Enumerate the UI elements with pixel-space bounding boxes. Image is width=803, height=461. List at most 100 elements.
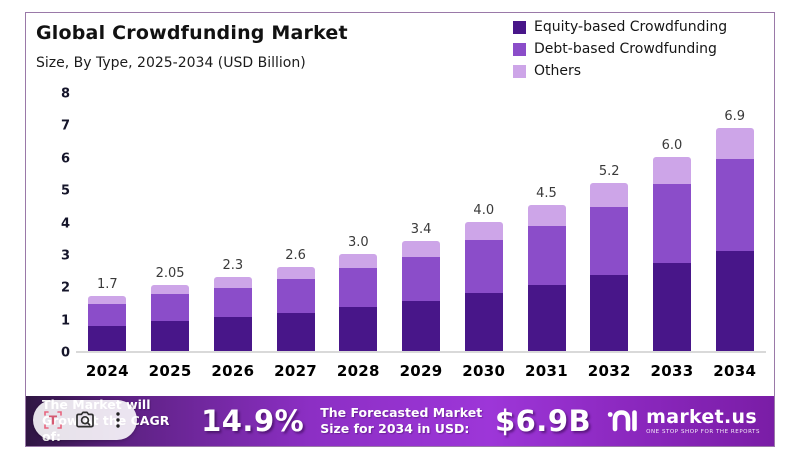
legend-swatch-debt — [513, 42, 526, 56]
bar-total-label: 1.7 — [97, 276, 118, 292]
stacked-bar-2025 — [151, 284, 190, 351]
bar-segment — [88, 295, 127, 305]
bar-total-label: 3.4 — [410, 221, 432, 237]
x-axis-tick: 2024 — [85, 362, 129, 380]
bar-segment — [402, 240, 441, 258]
bar-segment — [88, 304, 127, 326]
bar-total-label: 3.0 — [347, 234, 369, 250]
bar-segment — [339, 307, 378, 351]
bar-segment — [652, 262, 691, 351]
bar-segment — [464, 240, 503, 293]
x-axis-tick: 2034 — [713, 362, 757, 380]
bar-segment — [276, 266, 315, 280]
brand-name: market.us — [646, 405, 757, 428]
bar-total-label: 2.3 — [222, 257, 244, 273]
legend-label: Equity-based Crowdfunding — [534, 19, 728, 35]
bar-group-2034: 6.9 — [703, 94, 766, 351]
bar-group-2030: 4.0 — [452, 94, 515, 351]
stacked-bar-2032 — [590, 182, 629, 351]
bar-segment — [88, 325, 127, 351]
stacked-bar-2034 — [715, 127, 754, 351]
brand-tagline: ONE STOP SHOP FOR THE REPORTS — [646, 428, 760, 435]
bar-group-2027: 2.6 — [264, 94, 327, 351]
brand-text: market.us ONE STOP SHOP FOR THE REPORTS — [646, 405, 760, 435]
x-axis-tick: 2025 — [148, 362, 192, 380]
brand-logo: market.us ONE STOP SHOP FOR THE REPORTS — [607, 405, 760, 437]
chart-card: Global Crowdfunding Market Size, By Type… — [25, 12, 775, 447]
bar-total-label: 6.9 — [724, 108, 746, 124]
chart-title: Global Crowdfunding Market — [36, 22, 348, 44]
y-axis-tick: 8 — [60, 86, 70, 102]
x-axis-tick: 2027 — [274, 362, 318, 380]
stacked-bar-2028 — [339, 253, 378, 351]
y-axis-tick: 1 — [60, 313, 70, 329]
y-axis-tick: 3 — [60, 248, 70, 264]
bar-segment — [527, 284, 566, 351]
bar-group-2024: 1.7 — [76, 94, 139, 351]
bar-segment — [213, 317, 252, 351]
y-axis-tick: 4 — [60, 216, 70, 231]
x-axis-tick: 2029 — [399, 362, 443, 380]
bar-group-2028: 3.0 — [327, 94, 390, 351]
x-axis-tick: 2026 — [211, 362, 255, 380]
stacked-bar-2030 — [464, 221, 503, 351]
x-axis-tick: 2030 — [462, 362, 506, 380]
bar-total-label: 4.5 — [536, 186, 557, 202]
bar-segment — [402, 300, 441, 351]
bar-segment — [339, 253, 378, 269]
x-axis-tick: 2028 — [336, 362, 380, 380]
bar-segment — [715, 127, 754, 160]
stacked-bar-2031 — [527, 205, 566, 351]
image-overlay-toolbar[interactable]: T — [33, 400, 137, 440]
legend-item-equity: Equity-based Crowdfunding — [513, 19, 727, 35]
forecast-value: $6.9B — [494, 404, 592, 438]
y-axis-tick: 0 — [60, 345, 70, 361]
bar-segment — [590, 182, 629, 207]
bar-segment — [213, 276, 252, 288]
stacked-bar-2026 — [213, 276, 252, 351]
y-axis-tick: 5 — [60, 183, 70, 199]
legend-label: Debt-based Crowdfunding — [534, 41, 717, 57]
bar-total-label: 4.0 — [473, 202, 495, 218]
bar-segment — [652, 183, 691, 263]
bar-segment — [151, 284, 190, 295]
legend-label: Others — [534, 63, 582, 79]
more-options-icon[interactable] — [105, 407, 131, 433]
bar-segment — [464, 221, 503, 241]
x-axis-tick: 2032 — [587, 362, 631, 380]
x-axis-tick: 2033 — [650, 362, 694, 380]
y-axis-tick: 6 — [60, 151, 70, 167]
bar-segment — [213, 287, 252, 318]
cagr-value: 14.9% — [201, 404, 305, 438]
camera-search-icon[interactable] — [72, 407, 98, 433]
y-axis-tick: 7 — [60, 118, 70, 134]
stacked-bar-2029 — [402, 240, 441, 351]
bar-segment — [464, 292, 503, 351]
stacked-bar-2024 — [88, 295, 127, 351]
footer-banner: The Market will Grow At the CAGR of: 14.… — [26, 396, 774, 446]
chart-subtitle: Size, By Type, 2025-2034 (USD Billion) — [36, 55, 306, 71]
svg-text:T: T — [48, 414, 57, 428]
plot-area: 1.7 2.05 2.3 2.6 3.0 3.4 4.0 4.5 5.2 6.0 6.9 — [76, 94, 766, 353]
bar-segment — [151, 294, 190, 322]
text-select-icon[interactable]: T — [40, 407, 66, 433]
bar-segment — [590, 206, 629, 275]
forecast-label: The Forecasted Market Size for 2034 in U… — [320, 404, 483, 436]
marketus-logo-icon — [607, 405, 639, 437]
stacked-bar-2033 — [652, 156, 691, 351]
legend-item-others: Others — [513, 63, 727, 79]
bar-segment — [527, 226, 566, 285]
bar-total-label: 6.0 — [661, 137, 683, 153]
bar-segment — [339, 268, 378, 308]
bar-group-2033: 6.0 — [641, 94, 704, 351]
x-axis: 2024 2025 2026 2027 2028 2029 2030 2031 2032 2033… — [76, 362, 766, 380]
bar-group-2025: 2.05 — [139, 94, 202, 351]
legend-swatch-equity — [513, 20, 526, 34]
bar-segment — [402, 257, 441, 301]
x-axis-tick: 2031 — [525, 362, 568, 380]
legend-item-debt: Debt-based Crowdfunding — [513, 41, 727, 57]
bar-group-2032: 5.2 — [578, 94, 641, 351]
y-axis: 0 1 2 3 4 5 6 7 8 — [26, 87, 70, 361]
bar-segment — [276, 279, 315, 314]
